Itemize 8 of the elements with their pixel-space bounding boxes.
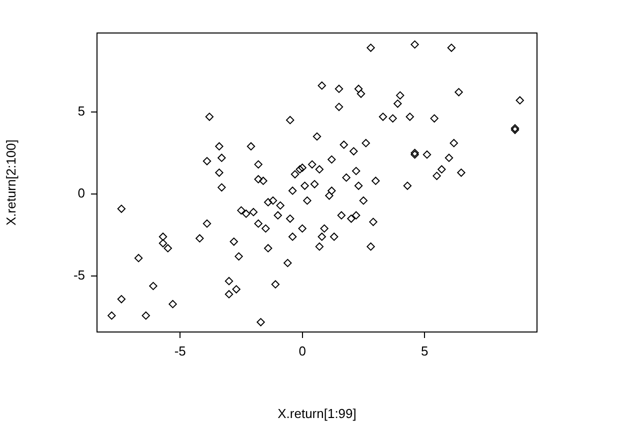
y-tick-label: 0 bbox=[78, 186, 85, 201]
x-tick-label: 0 bbox=[298, 343, 306, 358]
x-tick-label: -5 bbox=[174, 343, 186, 358]
x-axis-title: X.return[1:99] bbox=[278, 406, 356, 421]
y-tick-label: 5 bbox=[78, 103, 85, 118]
y-tick-label: -5 bbox=[73, 268, 85, 283]
x-tick-label: 5 bbox=[420, 343, 428, 358]
y-axis-title: X.return[2:100] bbox=[3, 140, 18, 226]
